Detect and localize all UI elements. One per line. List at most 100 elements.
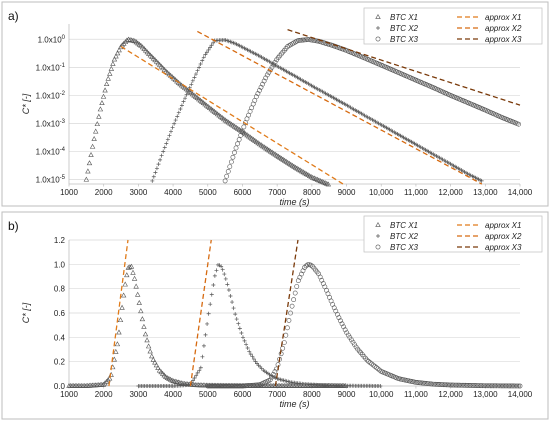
x-axis-label: time (s) — [280, 197, 310, 207]
data-point — [489, 383, 495, 389]
data-point — [413, 379, 418, 385]
data-point — [103, 81, 110, 87]
data-point — [428, 381, 434, 387]
data-point — [237, 326, 242, 331]
data-point — [369, 361, 375, 367]
data-point — [223, 276, 228, 281]
data-point — [173, 118, 178, 123]
data-point — [466, 383, 471, 388]
data-point — [111, 356, 117, 362]
x-tick-label: 2000 — [95, 188, 113, 197]
data-point — [224, 383, 229, 389]
data-point — [370, 362, 376, 368]
data-point — [255, 91, 261, 96]
data-point — [124, 272, 130, 278]
data-point — [444, 382, 450, 388]
x-tick-label: 14,000 — [508, 188, 533, 197]
data-point — [492, 383, 498, 389]
data-point — [247, 383, 253, 388]
x-tick-label: 4000 — [164, 390, 182, 399]
data-point — [342, 327, 348, 333]
data-point — [475, 383, 481, 388]
data-point — [367, 360, 373, 366]
data-point — [97, 106, 104, 112]
y-axis-label: C* [-] — [21, 93, 31, 114]
data-point — [447, 382, 453, 388]
data-point — [486, 383, 492, 389]
data-point — [181, 99, 186, 104]
data-point — [102, 87, 108, 93]
data-point — [111, 56, 118, 62]
data-point — [147, 348, 153, 354]
data-point — [480, 383, 485, 389]
plot-a: 1.0x10-5 1.0x10-4 1.0x10-3 1.0x10-2 1.0x10-1… — [21, 7, 543, 207]
data-point — [211, 383, 217, 389]
data-point — [85, 168, 91, 174]
y-tick-label: 1.0x10-3 — [36, 119, 66, 129]
data-point — [105, 377, 111, 383]
y-tick-label: 1.0x100 — [38, 35, 66, 45]
data-point — [511, 383, 517, 389]
data-point — [172, 378, 178, 384]
panel-a-label: a) — [8, 9, 19, 23]
data-point — [233, 383, 239, 389]
data-point — [208, 45, 213, 50]
data-point — [131, 275, 138, 281]
data-point — [325, 181, 332, 187]
data-point — [201, 343, 206, 348]
data-point — [462, 382, 468, 388]
data-point — [248, 352, 253, 357]
data-point — [133, 283, 139, 289]
data-point — [205, 383, 211, 389]
data-point — [128, 37, 135, 43]
approx-line — [287, 29, 521, 106]
data-point — [198, 61, 203, 66]
panel-b: b) 0.0 0.2 0.4 0.6 0.8 1.0 1.2 1000 2000 3000 4000… — [1, 211, 549, 420]
data-point — [172, 121, 177, 126]
data-point — [151, 174, 156, 179]
legend-label: approx X3 — [485, 35, 522, 44]
data-point — [503, 383, 509, 389]
data-point — [168, 129, 173, 134]
data-point — [348, 337, 354, 343]
data-point — [205, 321, 210, 326]
data-point — [114, 50, 121, 56]
series-btc-x1 — [66, 263, 349, 388]
data-point — [484, 383, 490, 389]
approx-line — [197, 30, 483, 185]
data-point — [341, 324, 346, 330]
data-point — [477, 383, 482, 389]
data-point — [219, 264, 224, 269]
data-point — [96, 113, 102, 119]
data-point — [158, 157, 163, 162]
data-point — [179, 103, 184, 108]
data-point — [116, 47, 122, 53]
x-tick-label: 2000 — [95, 390, 113, 399]
data-point — [106, 375, 113, 381]
data-point — [494, 383, 499, 389]
x-tick-label: 4000 — [164, 188, 182, 197]
x-tick-label: 10,000 — [369, 390, 394, 399]
data-point — [139, 316, 146, 322]
data-point — [227, 164, 233, 170]
data-point — [99, 100, 105, 105]
x-tick-label: 9000 — [338, 188, 356, 197]
data-point — [121, 40, 127, 46]
data-point — [258, 84, 264, 90]
data-point — [420, 380, 426, 386]
data-point — [145, 343, 152, 349]
series-approx-x2 — [197, 30, 483, 185]
x-tick-label: 1000 — [60, 390, 78, 399]
data-point — [200, 58, 205, 63]
data-point — [94, 121, 100, 127]
data-point — [299, 37, 305, 43]
data-point — [313, 38, 319, 44]
data-point — [119, 304, 125, 310]
data-point — [272, 369, 278, 375]
data-point — [141, 323, 147, 329]
data-point — [233, 145, 239, 151]
data-point — [86, 160, 93, 166]
data-point — [498, 383, 504, 389]
data-point — [114, 341, 121, 347]
legend-label: approx X1 — [485, 13, 521, 22]
